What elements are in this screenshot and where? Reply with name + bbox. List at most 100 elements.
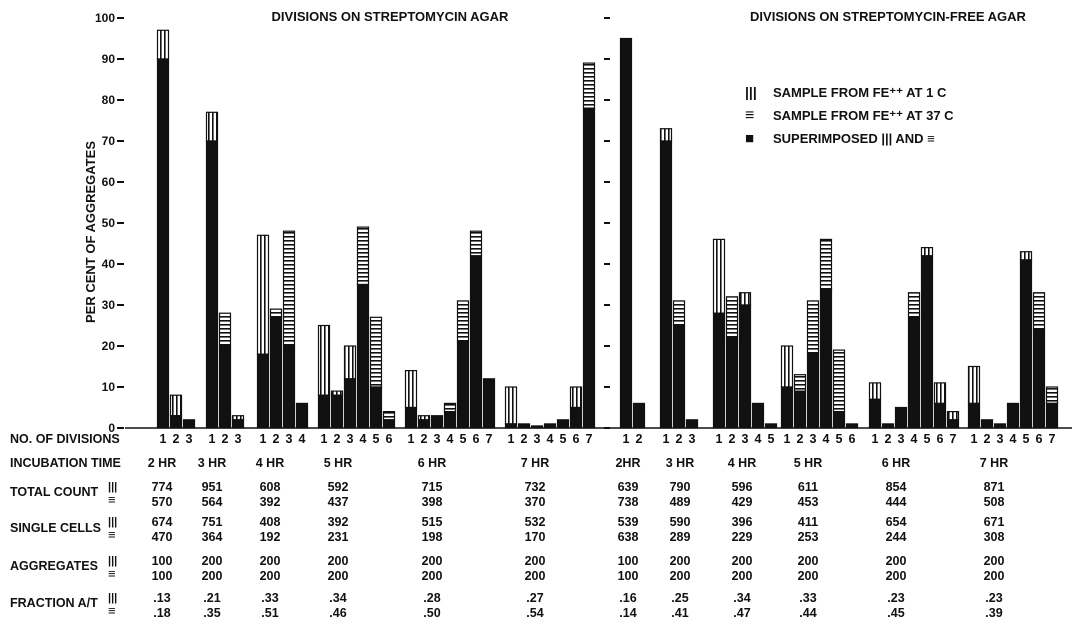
bar-excess-segment [456, 300, 470, 343]
bar [317, 324, 331, 429]
bar [946, 411, 960, 429]
y-tick-label: 10 [102, 380, 116, 394]
fraction-37c: .41 [671, 606, 688, 620]
bar-superimposed-segment [182, 419, 196, 429]
bar-superimposed-segment [430, 415, 444, 429]
y-tick-label: 0 [108, 421, 115, 435]
total-count-37c: 444 [886, 495, 907, 509]
bar-superimposed-segment [404, 406, 418, 429]
division-label: 1 [872, 432, 879, 446]
bar-excess-segment [832, 349, 846, 413]
bar [404, 370, 418, 429]
bar [269, 308, 283, 429]
bar [1032, 292, 1046, 429]
bar [738, 292, 752, 429]
bar-excess-segment [169, 394, 183, 417]
incubation-time: 6 HR [418, 456, 446, 470]
bar-superimposed-segment [330, 394, 344, 429]
bar [417, 415, 431, 429]
incubation-time: 5 HR [794, 456, 822, 470]
division-label: 7 [586, 432, 593, 446]
bar-excess-segment [269, 308, 283, 318]
bar-superimposed-segment [382, 419, 396, 429]
bar-superimposed-segment [725, 337, 739, 429]
division-label: 3 [347, 432, 354, 446]
single-cells-1c: 411 [798, 515, 818, 529]
bar-superimposed-segment [343, 378, 357, 429]
bar-superimposed-segment [946, 419, 960, 429]
bar [1006, 402, 1020, 429]
aggregates-1c: 100 [618, 554, 639, 568]
bar-excess-segment [868, 382, 882, 400]
bar-superimposed-segment [231, 419, 245, 429]
bar [980, 419, 994, 429]
incubation-time: 5 HR [324, 456, 352, 470]
bar-excess-segment [231, 415, 245, 421]
bar-excess-segment [933, 382, 947, 404]
y-tick-label: 70 [102, 134, 116, 148]
bar [156, 29, 170, 429]
bar-excess-segment [330, 390, 344, 396]
division-label: 2 [797, 432, 804, 446]
bar-superimposed-segment [894, 406, 908, 429]
bar-superimposed-segment [980, 419, 994, 429]
aggregates-37c: 200 [525, 569, 546, 583]
bar-excess-segment [946, 411, 960, 421]
total-count-37c: 370 [525, 495, 546, 509]
fraction-37c: .45 [887, 606, 904, 620]
bar-excess-segment [1019, 251, 1033, 261]
division-label: 5 [924, 432, 931, 446]
division-label: 5 [373, 432, 380, 446]
bar-superimposed-segment [1045, 402, 1059, 429]
total-count-1c: 715 [422, 480, 443, 494]
division-label: 3 [186, 432, 193, 446]
bar-superimposed-segment [619, 37, 633, 429]
bar-excess-segment [404, 370, 418, 409]
bar [330, 390, 344, 429]
aggregates-37c: 200 [202, 569, 223, 583]
aggregates-37c: 200 [886, 569, 907, 583]
bar [1019, 251, 1033, 429]
bar-superimposed-segment [256, 353, 270, 429]
bar [1045, 386, 1059, 429]
row-symbol-vertical: ||| [108, 555, 117, 567]
aggregates-37c: 200 [328, 569, 349, 583]
division-label: 5 [836, 432, 843, 446]
total-count-1c: 611 [798, 480, 818, 494]
division-label: 1 [321, 432, 328, 446]
single-cells-37c: 170 [525, 530, 546, 544]
legend-solid-label: SUPERIMPOSED ||| AND ≡ [773, 131, 935, 146]
division-label: 1 [209, 432, 216, 446]
bar-excess-segment [469, 230, 483, 257]
single-cells-37c: 308 [984, 530, 1005, 544]
bar [205, 111, 219, 429]
single-cells-37c: 364 [202, 530, 223, 544]
bar-excess-segment [1045, 386, 1059, 404]
fraction-1c: .21 [203, 591, 220, 605]
division-label: 4 [911, 432, 918, 446]
bar-excess-segment [659, 128, 673, 142]
aggregates-37c: 200 [422, 569, 443, 583]
bar [569, 386, 583, 429]
division-label: 1 [408, 432, 415, 446]
bar [832, 349, 846, 429]
bar [582, 62, 596, 429]
division-label: 4 [447, 432, 454, 446]
bar-superimposed-segment [569, 406, 583, 429]
division-label: 4 [299, 432, 306, 446]
bar [806, 300, 820, 429]
total-count-1c: 639 [618, 480, 639, 494]
aggregates-1c: 200 [202, 554, 223, 568]
division-label: 2 [676, 432, 683, 446]
aggregates-1c: 200 [260, 554, 281, 568]
bar-superimposed-segment [317, 394, 331, 429]
incubation-time: 7 HR [521, 456, 549, 470]
bar-excess-segment [806, 300, 820, 355]
division-label: 3 [689, 432, 696, 446]
bar-superimposed-segment [456, 341, 470, 429]
row-symbol-vertical: ||| [108, 592, 117, 604]
division-label: 2 [984, 432, 991, 446]
row-symbols: |||≡|||≡|||≡|||≡ [108, 481, 117, 618]
incubation-time: 2 HR [148, 456, 176, 470]
